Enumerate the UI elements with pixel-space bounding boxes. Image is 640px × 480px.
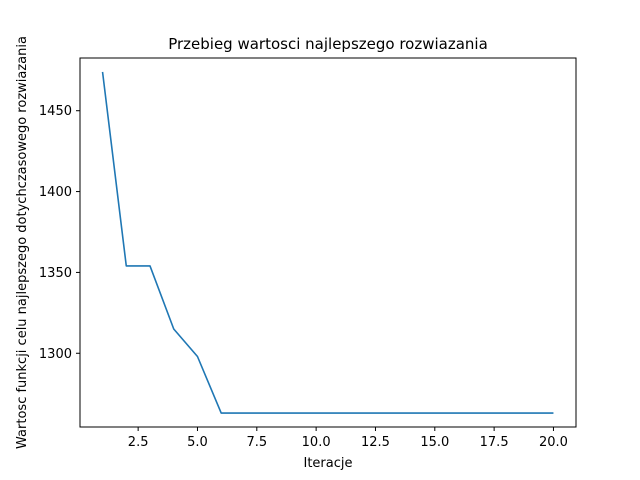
y-axis: 1300 1350 1400 1450 (39, 104, 80, 362)
x-tick-label: 2.5 (128, 435, 149, 450)
x-tick-label: 12.5 (361, 435, 390, 450)
x-tick-label: 5.0 (187, 435, 208, 450)
y-tick-label: 1450 (39, 104, 72, 119)
x-tick-label: 20.0 (539, 435, 568, 450)
y-tick-label: 1400 (39, 185, 72, 200)
x-tick-label: 7.5 (246, 435, 267, 450)
chart-title: Przebieg wartosci najlepszego rozwiazani… (168, 35, 488, 53)
x-axis-label: Iteracje (304, 456, 353, 471)
y-axis-label: Wartosc funkcji celu najlepszego dotychc… (15, 36, 30, 449)
x-axis: 2.5 5.0 7.5 10.0 12.5 15.0 17.5 20.0 (128, 427, 568, 450)
x-tick-label: 10.0 (302, 435, 331, 450)
x-tick-label: 15.0 (420, 435, 449, 450)
axes-frame (79, 57, 577, 428)
series-line-0 (101, 71, 554, 414)
y-tick-label: 1350 (39, 266, 72, 281)
x-tick-label: 17.5 (480, 435, 509, 450)
plot-area (101, 71, 554, 414)
y-tick-label: 1300 (39, 347, 72, 362)
